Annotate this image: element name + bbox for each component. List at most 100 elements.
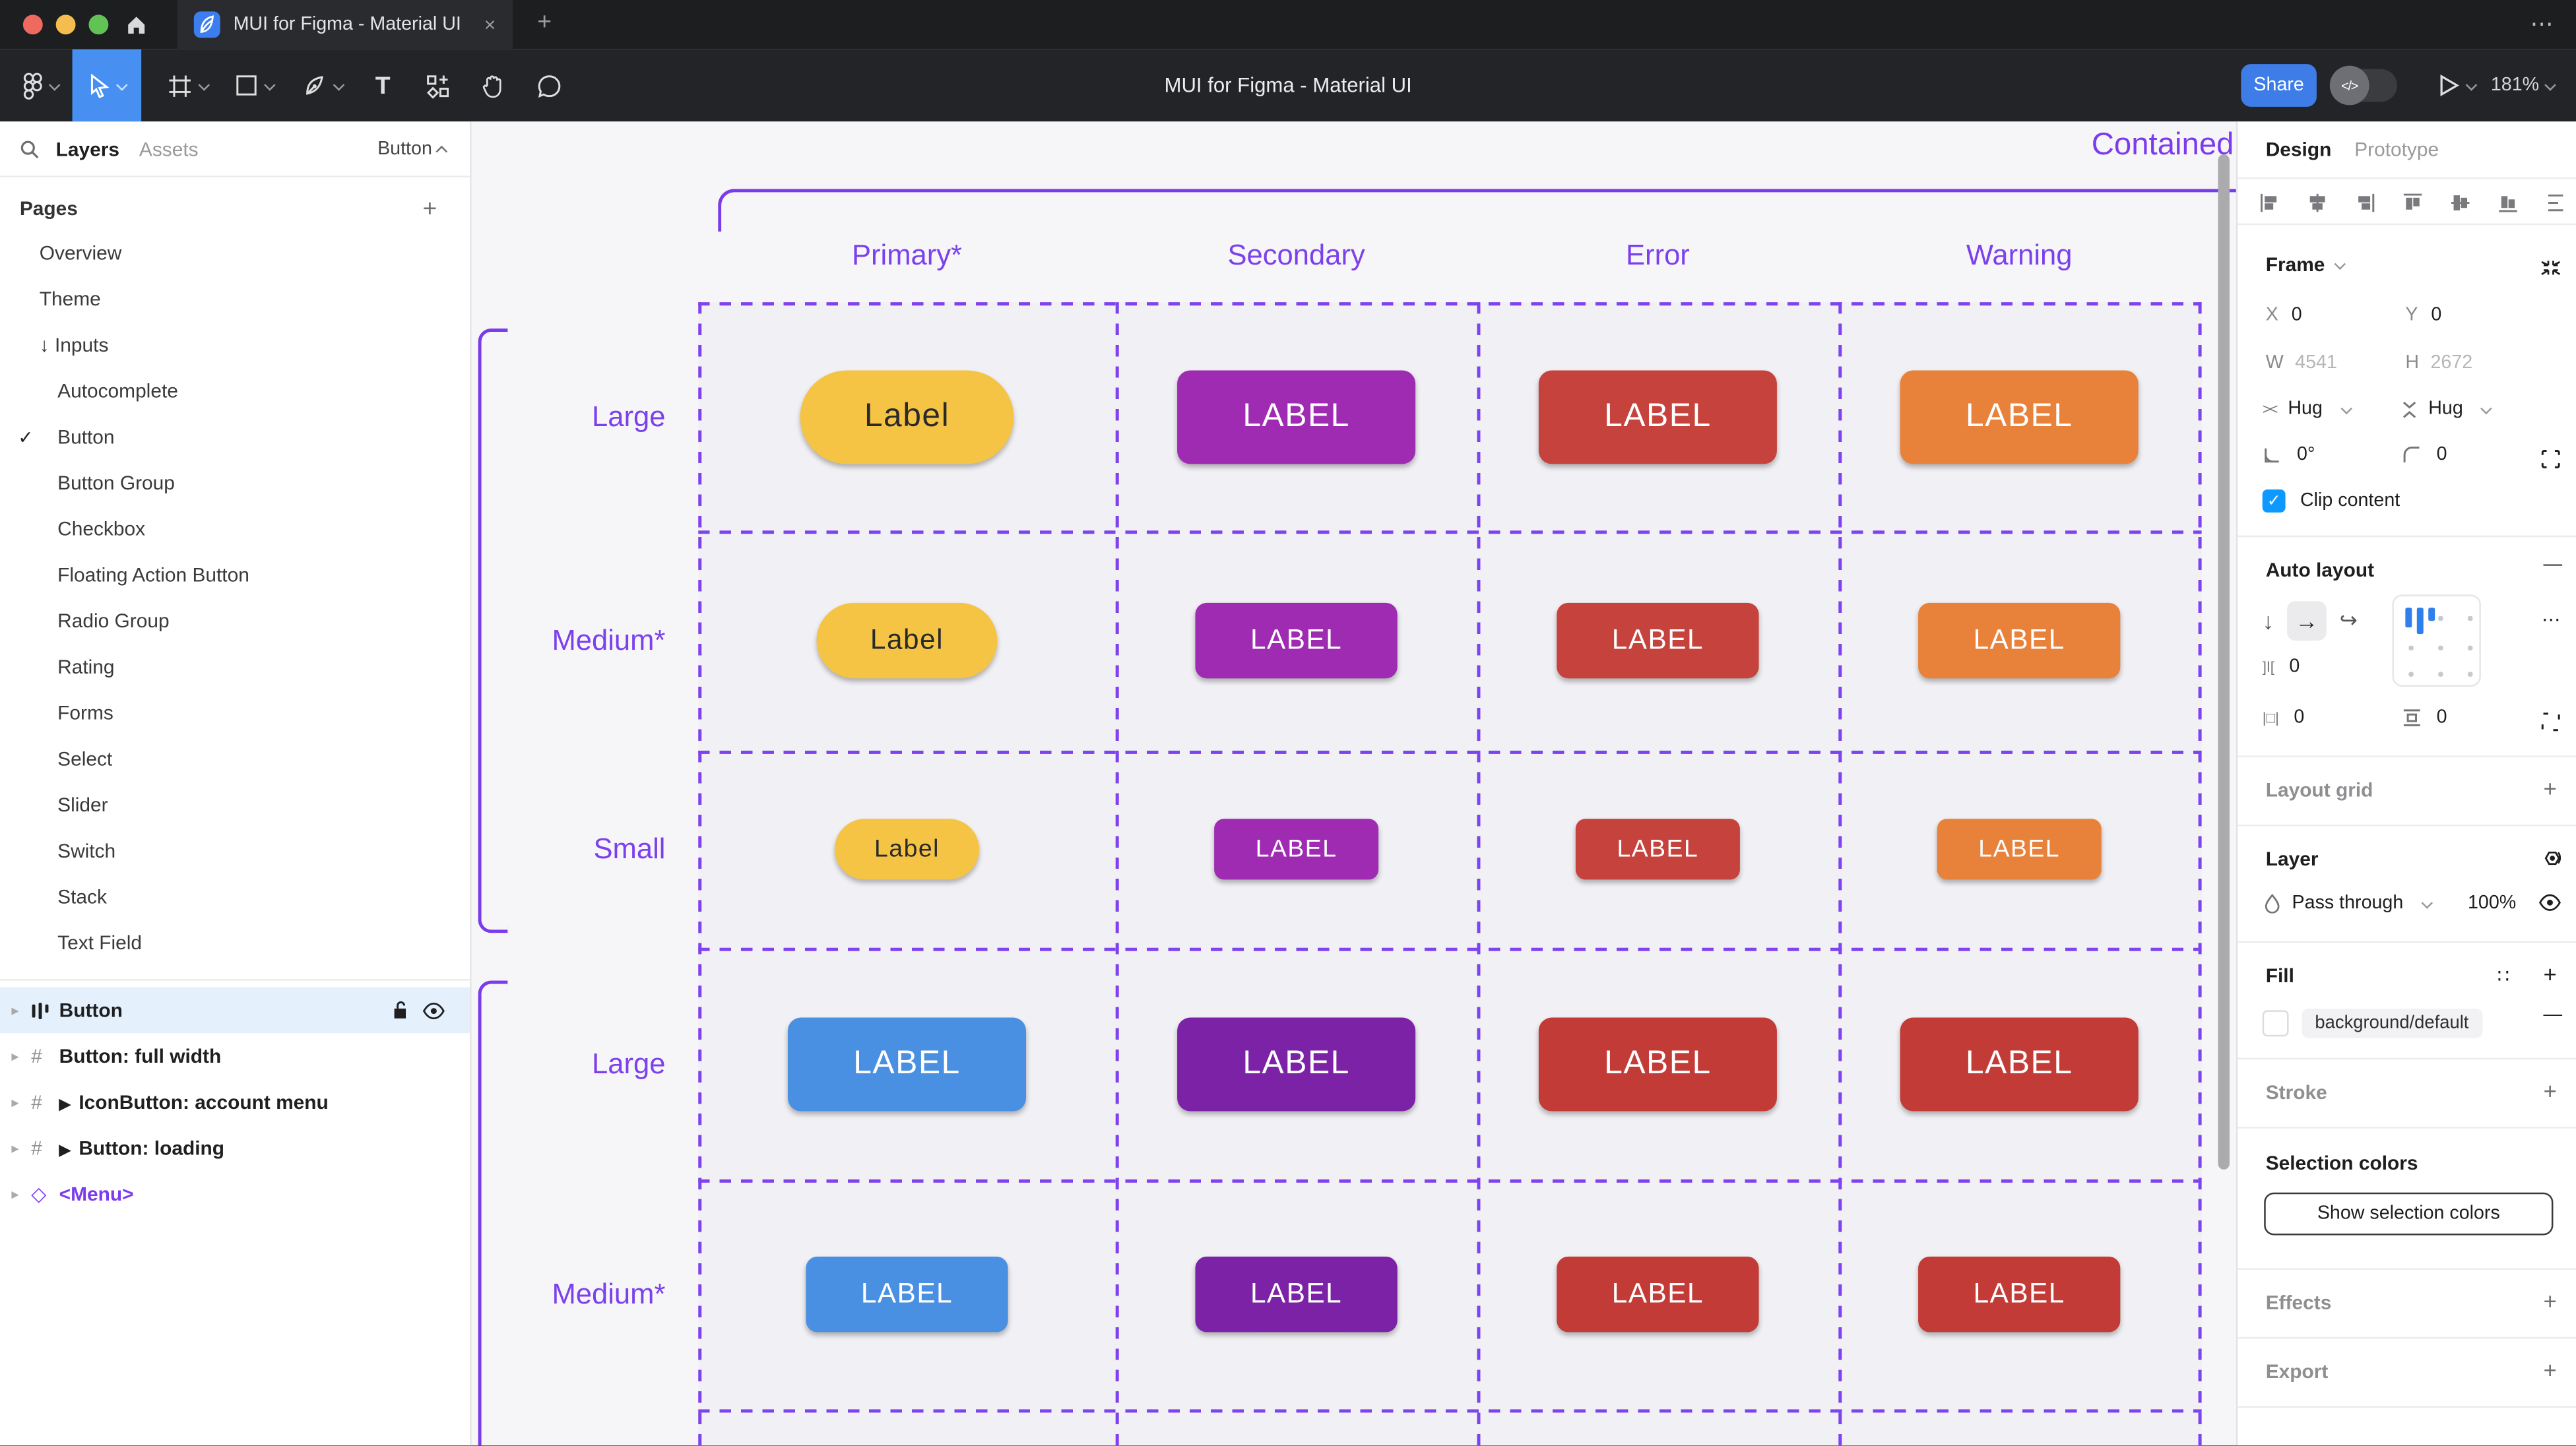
blend-mode-icon[interactable] xyxy=(2540,848,2563,869)
alignment-dot[interactable] xyxy=(2438,672,2443,676)
tab-assets[interactable]: Assets xyxy=(139,137,199,160)
canvas-button[interactable]: LABEL xyxy=(1177,1017,1416,1111)
alignment-dot[interactable] xyxy=(2438,615,2443,620)
add-effect-icon[interactable]: + xyxy=(2543,1288,2557,1314)
clip-content-control[interactable]: ✓ Clip content xyxy=(2262,489,2400,513)
align-h-center-icon[interactable] xyxy=(2307,191,2328,212)
frame-tool-button[interactable] xyxy=(158,49,217,122)
canvas-button[interactable]: LABEL xyxy=(1918,1256,2121,1333)
page-item[interactable]: Radio Group xyxy=(0,598,470,644)
fill-styles-icon[interactable]: ∷ xyxy=(2497,967,2511,988)
page-item[interactable]: Autocomplete xyxy=(0,368,470,414)
canvas-button[interactable]: LABEL xyxy=(1557,1256,1759,1333)
alignment-dot[interactable] xyxy=(2438,645,2443,650)
alignment-dot[interactable] xyxy=(2408,672,2413,676)
page-item[interactable]: Rating xyxy=(0,644,470,690)
page-item[interactable]: Overview xyxy=(0,230,470,276)
window-more-icon[interactable]: ⋯ xyxy=(2530,9,2554,36)
align-right-icon[interactable] xyxy=(2354,191,2375,212)
page-item[interactable]: Stack xyxy=(0,874,470,920)
page-item[interactable]: ↓ Inputs xyxy=(0,322,470,368)
share-button[interactable]: Share xyxy=(2241,64,2317,107)
canvas-button[interactable]: LABEL xyxy=(1195,1256,1398,1333)
vertical-padding-field[interactable]: 0 xyxy=(2402,708,2447,728)
canvas-button[interactable]: LABEL xyxy=(1177,369,1416,464)
corner-radius-field[interactable]: 0 xyxy=(2402,445,2447,465)
height-field[interactable]: H 2672 xyxy=(2405,353,2473,373)
align-v-center-icon[interactable] xyxy=(2450,191,2471,212)
expand-chevron-icon[interactable]: ▸ xyxy=(11,1185,19,1202)
main-menu-button[interactable] xyxy=(13,49,66,122)
direction-down-icon[interactable]: ↓ xyxy=(2262,608,2274,635)
clip-content-checkbox[interactable]: ✓ xyxy=(2262,489,2286,513)
remove-auto-layout-icon[interactable]: — xyxy=(2543,555,2563,575)
page-item[interactable]: Forms xyxy=(0,690,470,736)
page-item[interactable]: Checkbox xyxy=(0,506,470,552)
rotation-field[interactable]: 0° xyxy=(2263,445,2315,465)
close-tab-icon[interactable]: × xyxy=(484,13,496,36)
canvas-button[interactable]: Label xyxy=(816,602,998,679)
canvas-button[interactable]: Label xyxy=(800,369,1014,464)
horizontal-padding-field[interactable]: |□| 0 xyxy=(2262,708,2305,728)
collapse-panel-icon[interactable] xyxy=(2540,256,2561,277)
alignment-dot[interactable] xyxy=(2467,615,2472,620)
distribute-icon[interactable] xyxy=(2545,191,2566,212)
direction-right-icon[interactable]: → xyxy=(2287,601,2327,641)
visibility-eye-icon[interactable] xyxy=(422,1002,445,1020)
layer-row[interactable]: ▸ Button xyxy=(0,987,470,1034)
canvas-button[interactable]: LABEL xyxy=(787,1017,1027,1111)
canvas-button[interactable]: Label xyxy=(834,819,980,880)
add-export-icon[interactable]: + xyxy=(2543,1356,2557,1383)
canvas-button[interactable]: LABEL xyxy=(1900,1017,2139,1111)
shape-tool-button[interactable] xyxy=(224,49,283,122)
tab-layers[interactable]: Layers xyxy=(55,137,120,160)
maximize-window-light[interactable] xyxy=(88,15,109,35)
canvas-button[interactable]: LABEL xyxy=(806,1256,1008,1333)
canvas-button[interactable]: LABEL xyxy=(1214,819,1379,880)
fill-color-swatch[interactable] xyxy=(2262,1010,2289,1037)
file-tab[interactable]: MUI for Figma - Material UI × xyxy=(177,0,513,49)
add-stroke-icon[interactable]: + xyxy=(2543,1077,2557,1104)
horizontal-sizing-dropdown[interactable]: >< Hug xyxy=(2263,399,2352,419)
layer-visibility-icon[interactable] xyxy=(2538,894,2561,912)
gap-field[interactable]: ]ǀ[ 0 xyxy=(2262,657,2300,677)
remove-fill-icon[interactable]: — xyxy=(2543,1005,2563,1025)
canvas-button[interactable]: LABEL xyxy=(1557,602,1759,679)
canvas-button[interactable]: LABEL xyxy=(1937,819,2102,880)
opacity-value[interactable]: 100% xyxy=(2467,893,2517,914)
layer-row[interactable]: ▸ # ▶ Button: loading xyxy=(0,1125,470,1172)
add-layout-grid-icon[interactable]: + xyxy=(2543,775,2557,802)
independent-corners-icon[interactable] xyxy=(2540,449,2561,470)
add-page-icon[interactable]: + xyxy=(422,195,437,223)
canvas-button[interactable]: LABEL xyxy=(1918,602,2121,679)
zoom-level-control[interactable]: 181% xyxy=(2491,49,2557,122)
tab-design[interactable]: Design xyxy=(2265,138,2332,162)
alignment-pad[interactable] xyxy=(2392,594,2481,687)
blend-mode-dropdown[interactable]: Pass through xyxy=(2264,894,2433,914)
align-left-icon[interactable] xyxy=(2259,191,2280,212)
frame-title[interactable]: Contained xyxy=(2091,128,2234,163)
fill-token-chip[interactable]: background/default xyxy=(2302,1008,2482,1038)
page-item[interactable]: Switch xyxy=(0,828,470,874)
show-selection-colors-button[interactable]: Show selection colors xyxy=(2264,1192,2554,1236)
unlock-icon[interactable] xyxy=(393,1000,409,1020)
page-item[interactable]: Text Field xyxy=(0,920,470,966)
hand-tool-button[interactable] xyxy=(470,49,516,122)
present-button[interactable] xyxy=(2435,49,2478,122)
pen-tool-button[interactable] xyxy=(289,49,355,122)
canvas-button[interactable]: LABEL xyxy=(1195,602,1398,679)
canvas[interactable]: Contained Primary* Secondary Error Warning … xyxy=(471,121,2236,1446)
canvas-button[interactable]: LABEL xyxy=(1538,1017,1777,1111)
minimize-window-light[interactable] xyxy=(55,15,76,35)
vertical-sizing-dropdown[interactable]: Hug xyxy=(2402,399,2492,419)
new-tab-icon[interactable]: + xyxy=(537,8,552,36)
align-bottom-icon[interactable] xyxy=(2497,191,2519,212)
auto-layout-more-icon[interactable]: ⋯ xyxy=(2542,611,2561,631)
canvas-button[interactable]: LABEL xyxy=(1538,369,1777,464)
page-item[interactable]: ✓ Button xyxy=(0,414,470,460)
page-item[interactable]: Select xyxy=(0,736,470,782)
text-tool-button[interactable]: T xyxy=(375,71,391,100)
canvas-button[interactable]: LABEL xyxy=(1900,369,2139,464)
